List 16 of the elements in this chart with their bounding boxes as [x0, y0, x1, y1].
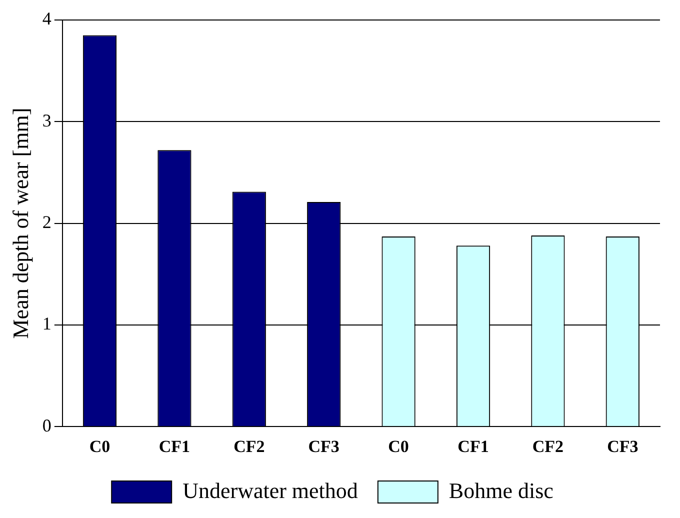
legend-label: Bohme disc — [448, 478, 554, 503]
x-tick-label: CF1 — [458, 437, 489, 456]
x-tick-label: C0 — [388, 437, 409, 456]
x-tick-label: CF3 — [607, 437, 638, 456]
y-tick-label: 2 — [42, 212, 52, 232]
y-tick-label: 1 — [42, 314, 52, 334]
x-tick-label: CF2 — [532, 437, 564, 456]
x-tick-label: CF3 — [308, 437, 340, 456]
x-tick-label: C0 — [89, 437, 110, 456]
y-tick-label: 3 — [42, 110, 52, 130]
y-tick-label: 0 — [42, 415, 52, 436]
x-tick-label: CF1 — [158, 437, 190, 456]
y-tick-label: 4 — [42, 8, 52, 29]
legend-label: Underwater method — [182, 478, 358, 503]
x-tick-label: CF2 — [234, 437, 265, 456]
y-axis-title: Mean depth of wear [mm] — [8, 108, 33, 339]
